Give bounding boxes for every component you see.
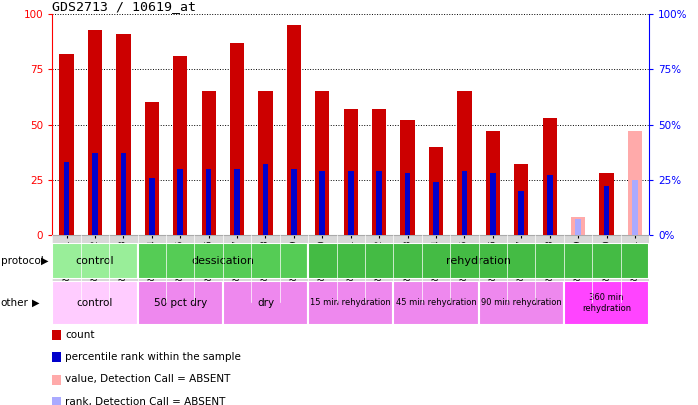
Bar — [519, 191, 524, 235]
Text: value, Detection Call = ABSENT: value, Detection Call = ABSENT — [65, 375, 230, 384]
Bar — [138, 243, 308, 279]
Text: 15 min rehydration: 15 min rehydration — [311, 298, 391, 307]
Bar — [514, 164, 528, 235]
Text: ▶: ▶ — [32, 298, 40, 308]
Bar — [479, 281, 564, 325]
Bar — [486, 131, 500, 235]
Text: rehydration: rehydration — [446, 256, 511, 266]
Bar — [461, 171, 467, 235]
Text: rank, Detection Call = ABSENT: rank, Detection Call = ABSENT — [65, 397, 225, 405]
Text: control: control — [75, 256, 114, 266]
Bar — [52, 281, 138, 325]
Bar — [564, 281, 649, 325]
Bar — [88, 30, 102, 235]
Bar — [315, 92, 329, 235]
Bar — [64, 162, 69, 235]
Bar — [542, 118, 557, 235]
Bar — [628, 131, 642, 235]
Text: 45 min rehydration: 45 min rehydration — [396, 298, 476, 307]
Bar — [235, 169, 240, 235]
Bar — [206, 169, 211, 235]
Bar — [343, 109, 358, 235]
Bar — [121, 153, 126, 235]
Bar — [490, 173, 496, 235]
Bar — [149, 177, 155, 235]
Bar — [308, 281, 394, 325]
Bar — [405, 173, 410, 235]
Bar — [376, 171, 382, 235]
Bar — [604, 186, 609, 235]
Bar — [348, 171, 354, 235]
Bar — [138, 281, 223, 325]
Bar — [433, 182, 439, 235]
Bar — [320, 171, 325, 235]
Bar — [372, 109, 386, 235]
Text: 360 min
rehydration: 360 min rehydration — [582, 293, 631, 313]
Bar — [144, 102, 159, 235]
Text: protocol: protocol — [1, 256, 43, 266]
Bar — [258, 92, 273, 235]
Bar — [291, 169, 297, 235]
Bar — [173, 56, 187, 235]
Text: other: other — [1, 298, 29, 308]
Bar — [308, 243, 649, 279]
Bar — [632, 180, 638, 235]
Text: 90 min rehydration: 90 min rehydration — [481, 298, 562, 307]
Text: ▶: ▶ — [40, 256, 48, 266]
Bar — [59, 54, 74, 235]
Bar — [52, 243, 138, 279]
Bar — [547, 175, 553, 235]
Bar — [457, 92, 472, 235]
Bar — [177, 169, 183, 235]
Bar — [117, 34, 131, 235]
Bar — [262, 164, 268, 235]
Bar — [202, 92, 216, 235]
Bar — [600, 173, 614, 235]
Text: 50 pct dry: 50 pct dry — [154, 298, 207, 308]
Bar — [230, 43, 244, 235]
Text: dessication: dessication — [191, 256, 254, 266]
Bar — [394, 281, 479, 325]
Text: dry: dry — [257, 298, 274, 308]
Bar — [575, 220, 581, 235]
Text: GDS2713 / 10619_at: GDS2713 / 10619_at — [52, 0, 196, 13]
Text: count: count — [65, 330, 94, 340]
Text: percentile rank within the sample: percentile rank within the sample — [65, 352, 241, 362]
Bar — [429, 147, 443, 235]
Bar — [92, 153, 98, 235]
Text: control: control — [77, 298, 113, 308]
Bar — [401, 120, 415, 235]
Bar — [571, 217, 585, 235]
Bar — [287, 25, 301, 235]
Bar — [223, 281, 308, 325]
